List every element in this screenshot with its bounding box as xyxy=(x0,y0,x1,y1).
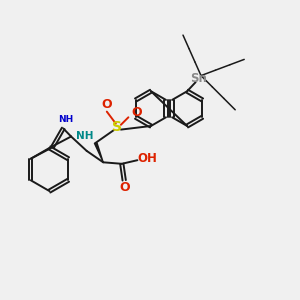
Text: O: O xyxy=(132,106,142,119)
Text: OH: OH xyxy=(137,152,157,165)
Text: Sn: Sn xyxy=(190,72,207,85)
Text: O: O xyxy=(101,98,112,111)
Text: S: S xyxy=(112,120,122,134)
Polygon shape xyxy=(94,143,103,162)
Text: NH: NH xyxy=(76,131,94,141)
Text: O: O xyxy=(119,181,130,194)
Text: NH: NH xyxy=(58,116,73,124)
